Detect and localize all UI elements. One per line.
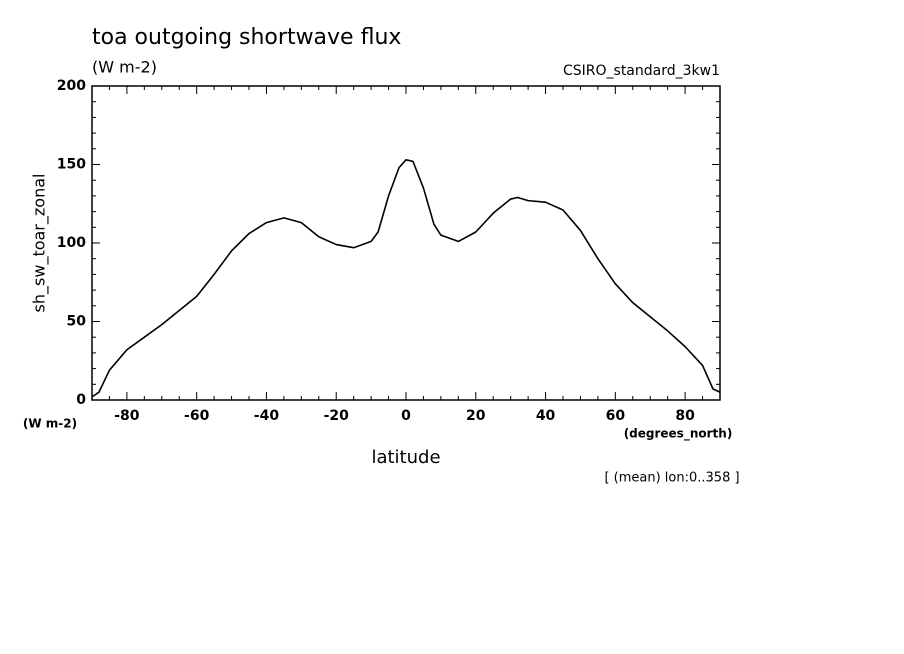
y-tick-label: 0 [76,392,86,408]
y-tick-label: 50 [67,314,87,330]
y-tick-label: 200 [57,78,86,94]
x-tick-label: -40 [254,408,280,424]
y-units: (W m-2) [23,417,77,431]
note: [ (mean) lon:0..358 ] [604,471,739,486]
data-line [91,158,721,398]
y-tick-label: 150 [57,157,86,173]
x-axis-label: latitude [371,447,440,468]
x-tick-label: 0 [401,408,411,424]
chart-title: toa outgoing shortwave flux [92,25,401,50]
x-units: (degrees_north) [624,427,733,442]
x-tick-label: -20 [324,408,350,424]
x-tick-label: -80 [114,408,140,424]
x-tick-label: 40 [536,408,556,424]
x-tick-label: 80 [675,408,695,424]
x-tick-label: -60 [184,408,210,424]
x-tick-label: 20 [466,408,486,424]
y-tick-label: 100 [57,235,86,251]
subtitle: (W m-2) [92,58,157,77]
source: CSIRO_standard_3kw1 [563,63,720,79]
x-tick-label: 60 [606,408,626,424]
y-axis-label: sh_sw_toar_zonal [30,174,50,313]
